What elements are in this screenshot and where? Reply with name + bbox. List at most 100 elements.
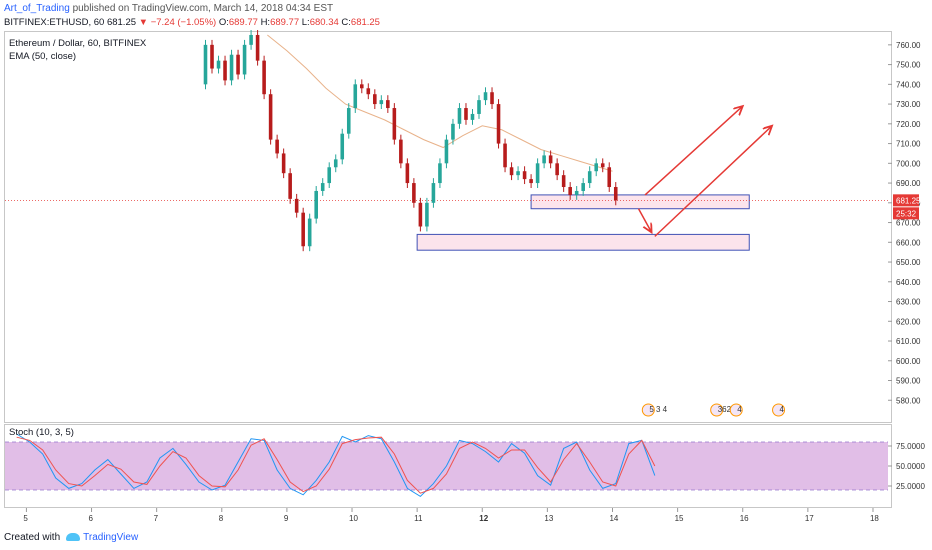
time-tick-label: 7: [154, 514, 159, 523]
candle-body: [425, 202, 429, 227]
price-tick-label: 600.00: [896, 357, 921, 366]
candle-body: [340, 133, 345, 160]
stoch-tick-label: 25.0000: [896, 482, 925, 491]
candle-body: [613, 187, 618, 201]
tradingview-brand[interactable]: TradingView: [83, 532, 139, 543]
time-tick-label: 13: [544, 514, 553, 523]
last-price: 681.25: [106, 17, 137, 28]
candle-body: [294, 198, 299, 213]
candle-body: [314, 190, 318, 219]
stoch-legend[interactable]: Stoch (10, 3, 5): [9, 427, 74, 438]
series-title[interactable]: Ethereum / Dollar, 60, BITFINEX: [9, 38, 147, 49]
candle-body: [307, 218, 312, 247]
projection-arrow: [644, 106, 743, 196]
time-tick-label: 11: [414, 514, 423, 523]
open-value: 689.77: [228, 17, 258, 28]
candle-body: [210, 44, 214, 69]
candle-body: [346, 108, 351, 134]
time-tick-label: 10: [349, 514, 358, 523]
candle-body: [470, 113, 475, 120]
price-tick-label: 640.00: [896, 278, 921, 287]
candle-body: [366, 88, 371, 95]
price-pane[interactable]: [4, 31, 892, 423]
candle-body: [229, 54, 234, 81]
candle-body: [431, 183, 436, 203]
candle-body: [288, 173, 292, 199]
price-tick-label: 580.00: [896, 396, 921, 405]
tradingview-logo-icon: [66, 533, 81, 541]
candle-body: [509, 167, 514, 176]
last-price-tag-label: 681.25: [896, 196, 921, 205]
candle-body: [281, 153, 286, 174]
candle-body: [535, 163, 540, 184]
price-tick-label: 700.00: [896, 159, 921, 168]
projection-arrow: [637, 208, 652, 233]
price-tick-label: 690.00: [896, 179, 921, 188]
candle-body: [587, 171, 592, 184]
low-value: 680.34: [309, 17, 339, 28]
candle-body: [353, 84, 358, 109]
candle-body: [255, 34, 260, 61]
chart-legend: Ethereum / Dollar, 60, BITFINEX EMA (50,…: [9, 37, 146, 63]
symbol-label: BITFINEX:ETHUSD, 60: [4, 17, 105, 28]
candle-body: [359, 84, 364, 89]
ema-line: [267, 34, 613, 172]
projection-arrow: [654, 126, 772, 237]
candle-body: [451, 123, 455, 140]
price-tick-label: 730.00: [896, 100, 921, 109]
economic-event-label: 362: [718, 405, 732, 414]
time-tick-label: 9: [284, 514, 289, 523]
candle-body: [223, 60, 227, 81]
candle-body: [490, 92, 494, 105]
candle-body: [516, 171, 520, 176]
stoch-k-line: [16, 433, 656, 498]
price-tick-label: 740.00: [896, 80, 921, 89]
open-label: O:: [218, 17, 229, 28]
price-tick-label: 630.00: [896, 298, 921, 307]
candle-body: [418, 202, 423, 227]
candle-body: [600, 163, 605, 168]
publish-header: Art_of_Trading published on TradingView.…: [4, 2, 333, 15]
candle-body: [392, 108, 397, 140]
candle-body: [522, 171, 527, 180]
candle-body: [483, 92, 488, 101]
stoch-tick-label: 50.0000: [896, 462, 925, 471]
candle-body: [594, 163, 599, 172]
time-tick-label: 5: [23, 514, 28, 523]
ema-indicator-label[interactable]: EMA (50, close): [9, 51, 77, 62]
candle-body: [568, 187, 572, 195]
candle-body: [607, 167, 612, 188]
close-value: 681.25: [350, 17, 380, 28]
author-link[interactable]: Art_of_Trading: [4, 3, 70, 14]
publish-info: published on TradingView.com, March 14, …: [72, 3, 334, 14]
candle-body: [236, 54, 240, 75]
candle-body: [216, 60, 221, 69]
candle-body: [405, 163, 410, 184]
candle-body: [249, 34, 253, 45]
candle-body: [412, 183, 416, 203]
economic-event-icon: [729, 403, 743, 417]
price-tick-label: 650.00: [896, 258, 921, 267]
candle-body: [457, 108, 462, 124]
price-tick-label: 710.00: [896, 140, 921, 149]
countdown-tag: [893, 207, 919, 220]
candle-body: [464, 108, 468, 120]
price-change: ▼ −7.24 (−1.05%): [138, 17, 217, 28]
candle-body: [399, 139, 403, 164]
price-tick-label: 750.00: [896, 61, 921, 70]
candle-body: [327, 167, 332, 184]
stoch-tick-label: 75.0000: [896, 442, 925, 451]
candle-body: [320, 183, 325, 191]
price-tick-label: 720.00: [896, 120, 921, 129]
created-with-text: Created with: [4, 532, 61, 543]
candle-body: [561, 175, 566, 188]
candle-body: [268, 94, 273, 140]
candle-body: [379, 100, 384, 105]
time-tick-label: 17: [805, 514, 814, 523]
candle-body: [574, 190, 579, 195]
candle-body: [555, 163, 559, 176]
price-tick-label: 660.00: [896, 238, 921, 247]
stoch-d-line: [16, 436, 656, 494]
candle-body: [333, 159, 338, 168]
